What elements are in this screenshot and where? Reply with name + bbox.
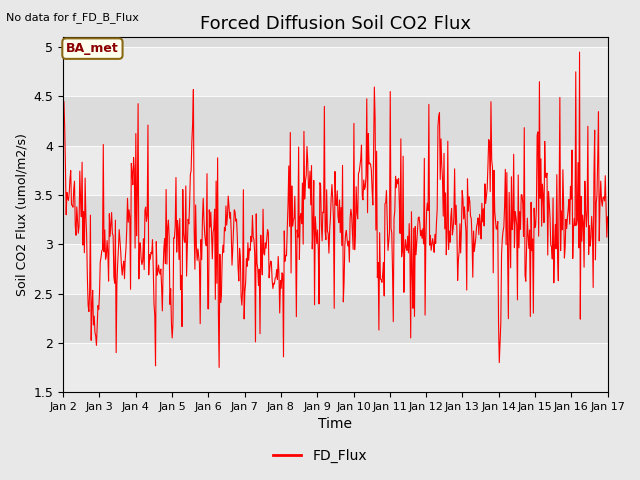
Bar	[63, 244, 607, 294]
Title: Forced Diffusion Soil CO2 Flux: Forced Diffusion Soil CO2 Flux	[200, 15, 471, 33]
Y-axis label: Soil CO2 Flux (umol/m2/s): Soil CO2 Flux (umol/m2/s)	[15, 133, 28, 296]
Bar	[63, 47, 607, 96]
Text: BA_met: BA_met	[66, 42, 119, 55]
Bar	[63, 146, 607, 195]
X-axis label: Time: Time	[318, 418, 353, 432]
Legend: FD_Flux: FD_Flux	[268, 443, 372, 468]
Bar	[63, 343, 607, 392]
Text: No data for f_FD_B_Flux: No data for f_FD_B_Flux	[6, 12, 140, 23]
